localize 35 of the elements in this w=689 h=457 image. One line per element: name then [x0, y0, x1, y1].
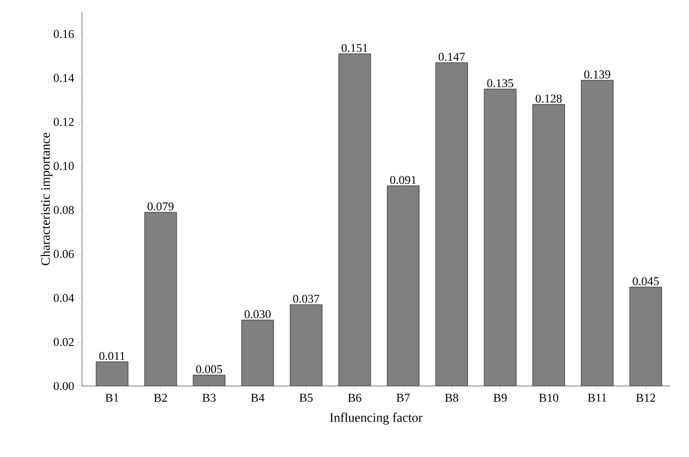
x-tick-label: B2: [154, 394, 167, 402]
data-label: 0.147: [438, 52, 465, 61]
y-tick-label: 0.06: [54, 250, 74, 258]
x-tick-label: B3: [202, 394, 216, 402]
y-tick-label: 0.02: [54, 338, 74, 346]
x-tick-label: B4: [250, 394, 264, 402]
data-label: 0.011: [99, 352, 125, 360]
data-label: 0.045: [632, 277, 659, 286]
x-tick-label: B8: [445, 394, 458, 402]
x-axis-title: Influencing factor: [330, 412, 422, 425]
y-tick-label: 0.12: [54, 118, 74, 126]
data-label: 0.037: [293, 294, 320, 303]
y-tick-label: 0.00: [54, 382, 74, 390]
y-tick-label: 0.04: [54, 294, 74, 302]
x-tick-label: B1: [105, 394, 118, 402]
data-label: 0.135: [487, 79, 514, 88]
data-label: 0.005: [196, 365, 222, 374]
x-tick-label: B9: [494, 394, 507, 402]
data-label: 0.151: [342, 44, 368, 52]
x-tick-label: B11: [588, 394, 606, 402]
y-axis-title: Characteristic importance: [40, 132, 52, 266]
data-label: 0.091: [390, 176, 416, 184]
x-tick-label: B10: [539, 394, 558, 402]
y-tick-label: 0.16: [54, 30, 74, 38]
x-tick-label: B12: [636, 394, 656, 402]
x-tick-label: B6: [348, 394, 362, 402]
data-label: 0.030: [244, 310, 271, 318]
data-label: 0.128: [536, 94, 562, 103]
y-tick-label: 0.14: [54, 74, 74, 82]
x-tick-label: B5: [300, 394, 313, 402]
y-tick-label: 0.08: [54, 206, 74, 214]
y-tick-label: 0.10: [54, 162, 74, 170]
data-label: 0.079: [148, 202, 174, 210]
data-label: 0.139: [584, 70, 610, 78]
x-tick-label: B7: [396, 394, 410, 402]
